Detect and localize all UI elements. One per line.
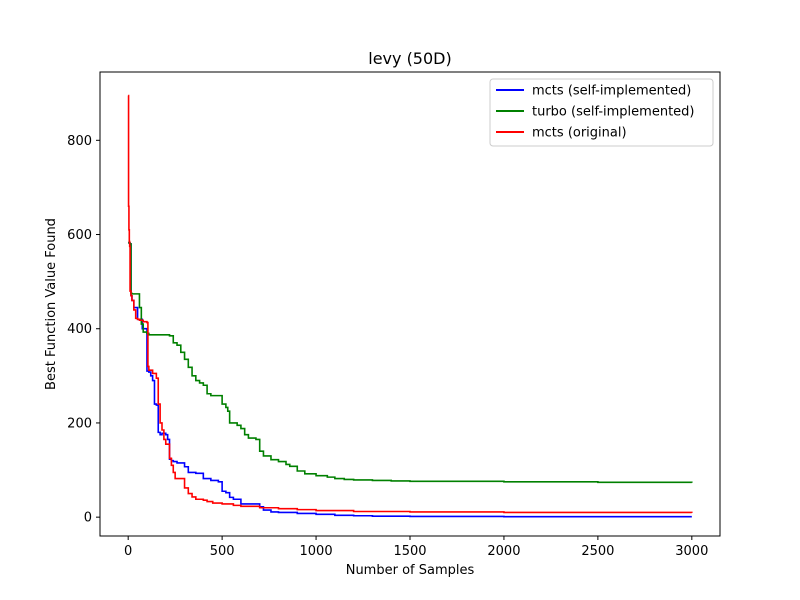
y-axis-label: Best Function Value Found (44, 218, 59, 390)
chart-title: levy (50D) (368, 49, 451, 68)
x-axis: 0 500 1000 1500 2000 2500 3000 (124, 536, 708, 559)
legend-label: mcts (self-implemented) (532, 84, 691, 99)
x-axis-label: Number of Samples (346, 563, 475, 578)
y-tick-label: 200 (67, 416, 92, 431)
plot-area (127, 94, 693, 518)
x-tick-label: 1000 (300, 544, 333, 559)
x-tick-label: 2500 (581, 544, 614, 559)
y-tick-label: 400 (67, 322, 92, 337)
y-tick-label: 0 (84, 511, 92, 526)
x-tick-label: 500 (210, 544, 235, 559)
legend-box (489, 78, 714, 147)
series-line-1 (128, 241, 692, 518)
legend: mcts (self-implemented) turbo (self-imple… (489, 78, 714, 147)
legend-label: turbo (self-implemented) (532, 105, 695, 120)
x-tick-label: 0 (124, 544, 132, 559)
x-tick-label: 1500 (393, 544, 426, 559)
y-axis: 0 200 400 600 800 (67, 134, 100, 526)
x-tick-label: 3000 (675, 544, 708, 559)
y-tick-label: 600 (67, 228, 92, 243)
series-line-2 (128, 241, 693, 484)
x-tick-label: 2000 (487, 544, 520, 559)
legend-label: mcts (original) (532, 126, 627, 141)
series-line-3 (127, 94, 693, 514)
y-tick-label: 800 (67, 134, 92, 149)
